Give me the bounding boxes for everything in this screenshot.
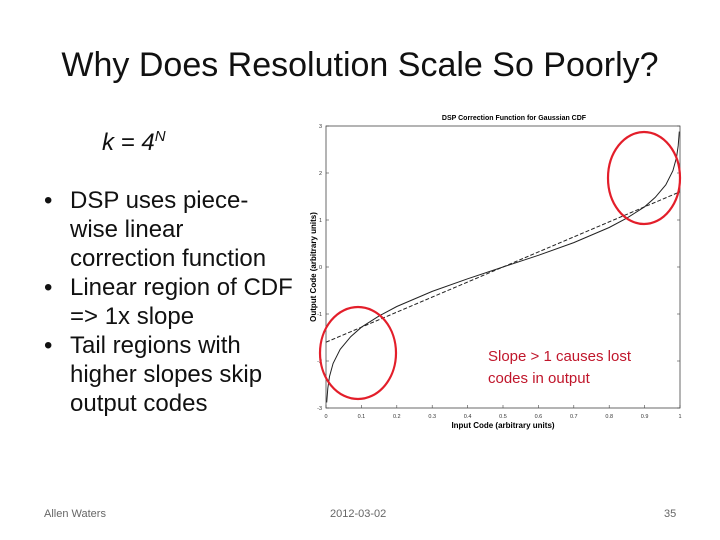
x-tick-label: 0.3 [428,414,436,420]
footer-date: 2012-03-02 [330,508,387,520]
y-tick-label: -3 [317,406,322,412]
formula-base: k = 4 [102,129,155,156]
x-tick-label: 0.1 [358,414,366,420]
bullet-list: • DSP uses piece-wise linear correction f… [44,186,294,418]
y-tick-label: 0 [319,265,322,271]
x-ticks: 0 0.1 0.2 0.3 0.4 0.5 0.6 0.7 0.8 0.9 1 [324,405,682,420]
bullet-item: • Tail regions with higher slopes skip ou… [44,331,294,418]
bullet-item: • Linear region of CDF => 1x slope [44,273,294,331]
y-tick-label: 3 [319,124,322,130]
x-tick-label: 0 [324,414,327,420]
chart-title: DSP Correction Function for Gaussian CDF [442,115,587,122]
annotation-line-1: Slope > 1 causes lost [488,348,632,365]
slope-annotation: Slope > 1 causes lost codes in output [488,346,658,390]
annotation-line-2: codes in output [488,370,590,387]
bullet-text: Tail regions with higher slopes skip out… [70,332,263,417]
x-tick-label: 0.2 [393,414,401,420]
y-tick-label: 1 [319,218,322,224]
highlight-circle-bottom-tail [318,305,398,401]
series-layer [325,131,681,403]
bullet-text: DSP uses piece-wise linear correction fu… [70,187,267,272]
formula-exponent: N [154,128,166,145]
y-tick-label: -1 [317,312,322,318]
x-tick-label: 0.8 [605,414,613,420]
slide-title: Why Does Resolution Scale So Poorly? [61,46,659,84]
bullet-dot-icon: • [44,187,53,214]
x-tick-label: 0.5 [499,414,507,420]
x-tick-label: 0.9 [641,414,649,420]
bullet-dot-icon: • [44,332,53,359]
x-tick-label: 0.6 [535,414,543,420]
formula: k = 4N [102,128,166,157]
highlight-circle-top-tail [606,130,682,226]
bullet-item: • DSP uses piece-wise linear correction f… [44,186,294,273]
correction-function-chart: DSP Correction Function for Gaussian CDF… [309,115,682,430]
bullet-dot-icon: • [44,274,53,301]
x-tick-label: 1 [678,414,681,420]
x-axis-label: Input Code (arbitrary units) [451,421,554,430]
x-tick-label: 0.7 [570,414,578,420]
y-tick-label: 2 [319,171,322,177]
footer-page-number: 35 [664,508,677,520]
y-axis-label: Output Code (arbitrary units) [309,212,318,322]
linear-approximation-line [325,191,681,343]
x-tick-label: 0.4 [464,414,472,420]
footer-author: Allen Waters [44,508,106,520]
bullet-text: Linear region of CDF => 1x slope [70,274,293,330]
